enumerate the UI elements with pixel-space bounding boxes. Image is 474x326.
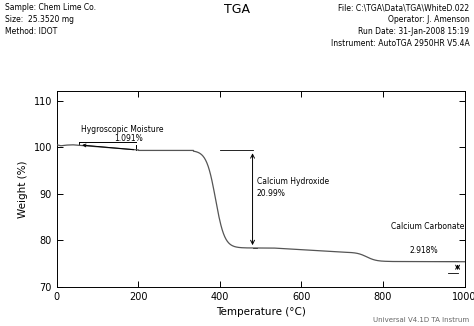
Text: 2.918%: 2.918% [410, 246, 438, 255]
Y-axis label: Weight (%): Weight (%) [18, 160, 28, 218]
Text: Sample: Chem Lime Co.
Size:  25.3520 mg
Method: IDOT: Sample: Chem Lime Co. Size: 25.3520 mg M… [5, 3, 96, 36]
Text: Calcium Hydroxide: Calcium Hydroxide [256, 177, 329, 186]
Text: Calcium Carbonate: Calcium Carbonate [391, 222, 465, 231]
Text: TGA: TGA [224, 3, 250, 16]
Text: File: C:\TGA\Data\TGA\WhiteD.022
Operator: J. Amenson
Run Date: 31-Jan-2008 15:1: File: C:\TGA\Data\TGA\WhiteD.022 Operato… [330, 3, 469, 48]
Text: 1.091%: 1.091% [114, 134, 143, 143]
X-axis label: Temperature (°C): Temperature (°C) [216, 307, 306, 317]
Text: 20.99%: 20.99% [256, 189, 285, 198]
Text: Hygroscopic Moisture: Hygroscopic Moisture [82, 125, 164, 134]
Text: Universal V4.1D TA Instrum: Universal V4.1D TA Instrum [373, 317, 469, 323]
